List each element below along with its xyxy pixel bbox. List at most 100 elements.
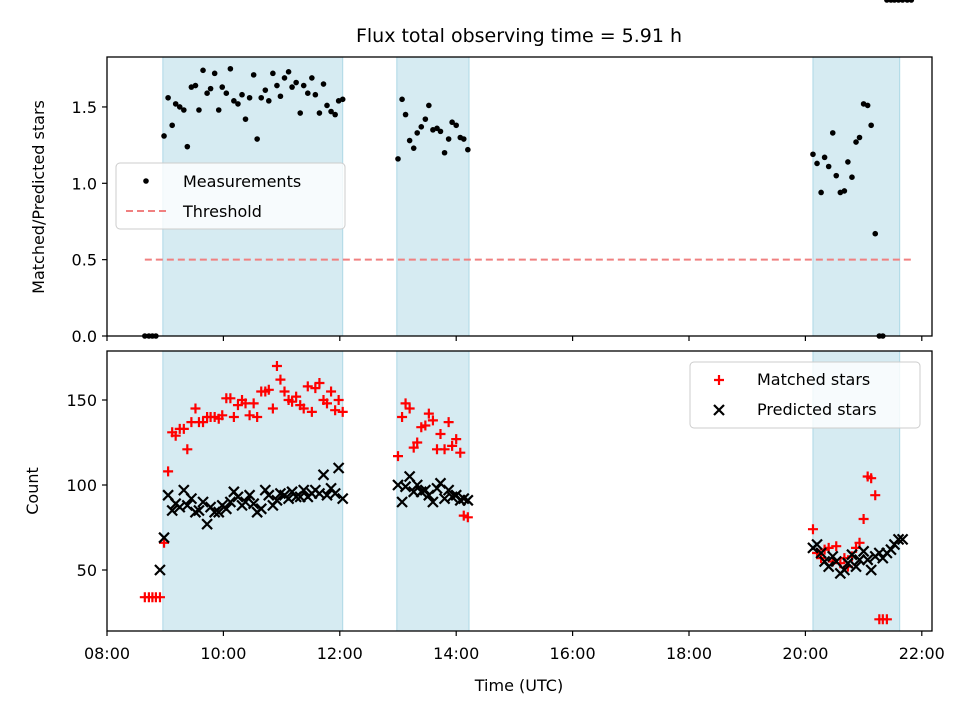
measurement-point bbox=[818, 189, 824, 196]
measurement-point bbox=[239, 91, 245, 98]
measurement-point bbox=[246, 94, 253, 101]
predicted-star-point bbox=[861, 554, 874, 566]
matched-star-point bbox=[443, 417, 454, 428]
matched-star-point bbox=[190, 403, 201, 414]
measurement-point bbox=[853, 139, 859, 145]
matched-star-point bbox=[408, 442, 419, 453]
predicted-star-point bbox=[896, 533, 909, 546]
matched-star-point bbox=[271, 361, 282, 371]
matched-star-point bbox=[302, 381, 313, 392]
measurement-point bbox=[810, 151, 816, 158]
measurement-point bbox=[285, 69, 292, 75]
predicted-star-point bbox=[419, 484, 432, 496]
chart-title: Flux total observing time = 5.91 h bbox=[356, 25, 682, 47]
predicted-star-point bbox=[838, 564, 851, 576]
predicted-star-point bbox=[185, 492, 198, 505]
measurement-point bbox=[207, 85, 214, 92]
measurement-point bbox=[312, 91, 319, 98]
matched-star-point bbox=[228, 412, 239, 422]
matched-star-point bbox=[435, 429, 446, 439]
measurement-point bbox=[281, 75, 288, 81]
measurement-point bbox=[465, 146, 471, 153]
predicted-star-point bbox=[427, 496, 439, 508]
bottom-legend: Matched stars Predicted stars bbox=[689, 361, 921, 429]
measurement-point bbox=[215, 107, 222, 113]
x-tick-label: 22:00 bbox=[899, 644, 945, 663]
measurement-point bbox=[833, 172, 840, 179]
measurement-point bbox=[235, 101, 241, 107]
matched-star-point bbox=[451, 434, 462, 445]
predicted-star-point bbox=[857, 545, 870, 558]
matched-star-point bbox=[447, 440, 458, 451]
measurement-point bbox=[426, 102, 432, 109]
matched-star-point bbox=[400, 398, 411, 409]
measurement-point bbox=[868, 122, 874, 129]
top-y-tick-label: 0.5 bbox=[72, 251, 97, 270]
measurement-point bbox=[165, 94, 171, 101]
x-tick-label: 12:00 bbox=[317, 644, 363, 663]
predicted-star-point bbox=[220, 503, 233, 515]
measurement-point bbox=[250, 72, 257, 78]
measurement-point bbox=[908, 0, 915, 3]
measurement-point bbox=[223, 90, 230, 97]
predicted-star-point bbox=[411, 479, 423, 491]
measurement-point bbox=[274, 82, 280, 89]
bottom-y-tick-label: 150 bbox=[66, 391, 97, 410]
measurement-point bbox=[262, 87, 269, 93]
measurement-point bbox=[192, 82, 199, 89]
predicted-star-point bbox=[396, 496, 408, 508]
matched-star-point bbox=[393, 451, 403, 462]
matched-star-point bbox=[870, 490, 881, 501]
measurement-point bbox=[270, 70, 276, 77]
measurement-point bbox=[399, 96, 405, 103]
measurement-point bbox=[825, 163, 832, 170]
predicted-star-point bbox=[259, 484, 272, 496]
measurement-point bbox=[161, 133, 167, 139]
predicted-star-point bbox=[212, 506, 225, 518]
matched-star-point bbox=[163, 466, 174, 477]
measurement-point bbox=[460, 136, 467, 142]
matched-star-point bbox=[330, 405, 341, 416]
matched-star-point bbox=[420, 420, 431, 431]
predicted-star-point bbox=[815, 547, 827, 559]
matched-star-point bbox=[397, 412, 408, 422]
measurement-point bbox=[849, 174, 855, 180]
matched-star-point bbox=[198, 417, 209, 428]
predicted-star-point bbox=[811, 538, 823, 551]
measurement-point bbox=[864, 102, 871, 109]
top-y-tick-label: 1.5 bbox=[72, 98, 97, 117]
measurement-point bbox=[814, 160, 820, 167]
matched-star-point bbox=[244, 410, 255, 421]
x-tick-label: 14:00 bbox=[433, 644, 479, 663]
top-legend-frame bbox=[115, 162, 346, 230]
legend-measurements-marker bbox=[143, 178, 149, 184]
matched-star-point bbox=[321, 398, 332, 409]
measurement-point bbox=[204, 90, 210, 97]
measurement-point bbox=[449, 119, 455, 126]
measurement-point bbox=[184, 143, 191, 150]
measurement-point bbox=[821, 154, 828, 161]
predicted-star-point bbox=[224, 496, 237, 508]
measurement-point bbox=[410, 145, 417, 151]
top-y-tick-label: 0.0 bbox=[72, 327, 97, 346]
measurement-point bbox=[395, 156, 401, 162]
legend-predicted-label: Predicted stars bbox=[757, 400, 877, 419]
matched-star-point bbox=[427, 415, 438, 426]
measurement-point bbox=[437, 128, 444, 135]
measurement-point bbox=[277, 93, 284, 100]
predicted-star-point bbox=[442, 484, 455, 496]
measurement-point bbox=[304, 90, 311, 97]
predicted-star-point bbox=[885, 543, 897, 556]
matched-star-point bbox=[831, 541, 842, 552]
measurement-point bbox=[297, 110, 304, 116]
bottom-y-tick-label: 50 bbox=[77, 561, 97, 580]
predicted-star-point bbox=[243, 489, 256, 501]
matched-star-point bbox=[807, 524, 818, 535]
measurement-point bbox=[300, 82, 307, 89]
legend-threshold-label: Threshold bbox=[182, 202, 262, 221]
matched-star-point bbox=[225, 393, 236, 404]
measurement-point bbox=[841, 188, 848, 194]
predicted-star-point bbox=[826, 550, 839, 563]
legend-matched-marker bbox=[714, 375, 724, 385]
